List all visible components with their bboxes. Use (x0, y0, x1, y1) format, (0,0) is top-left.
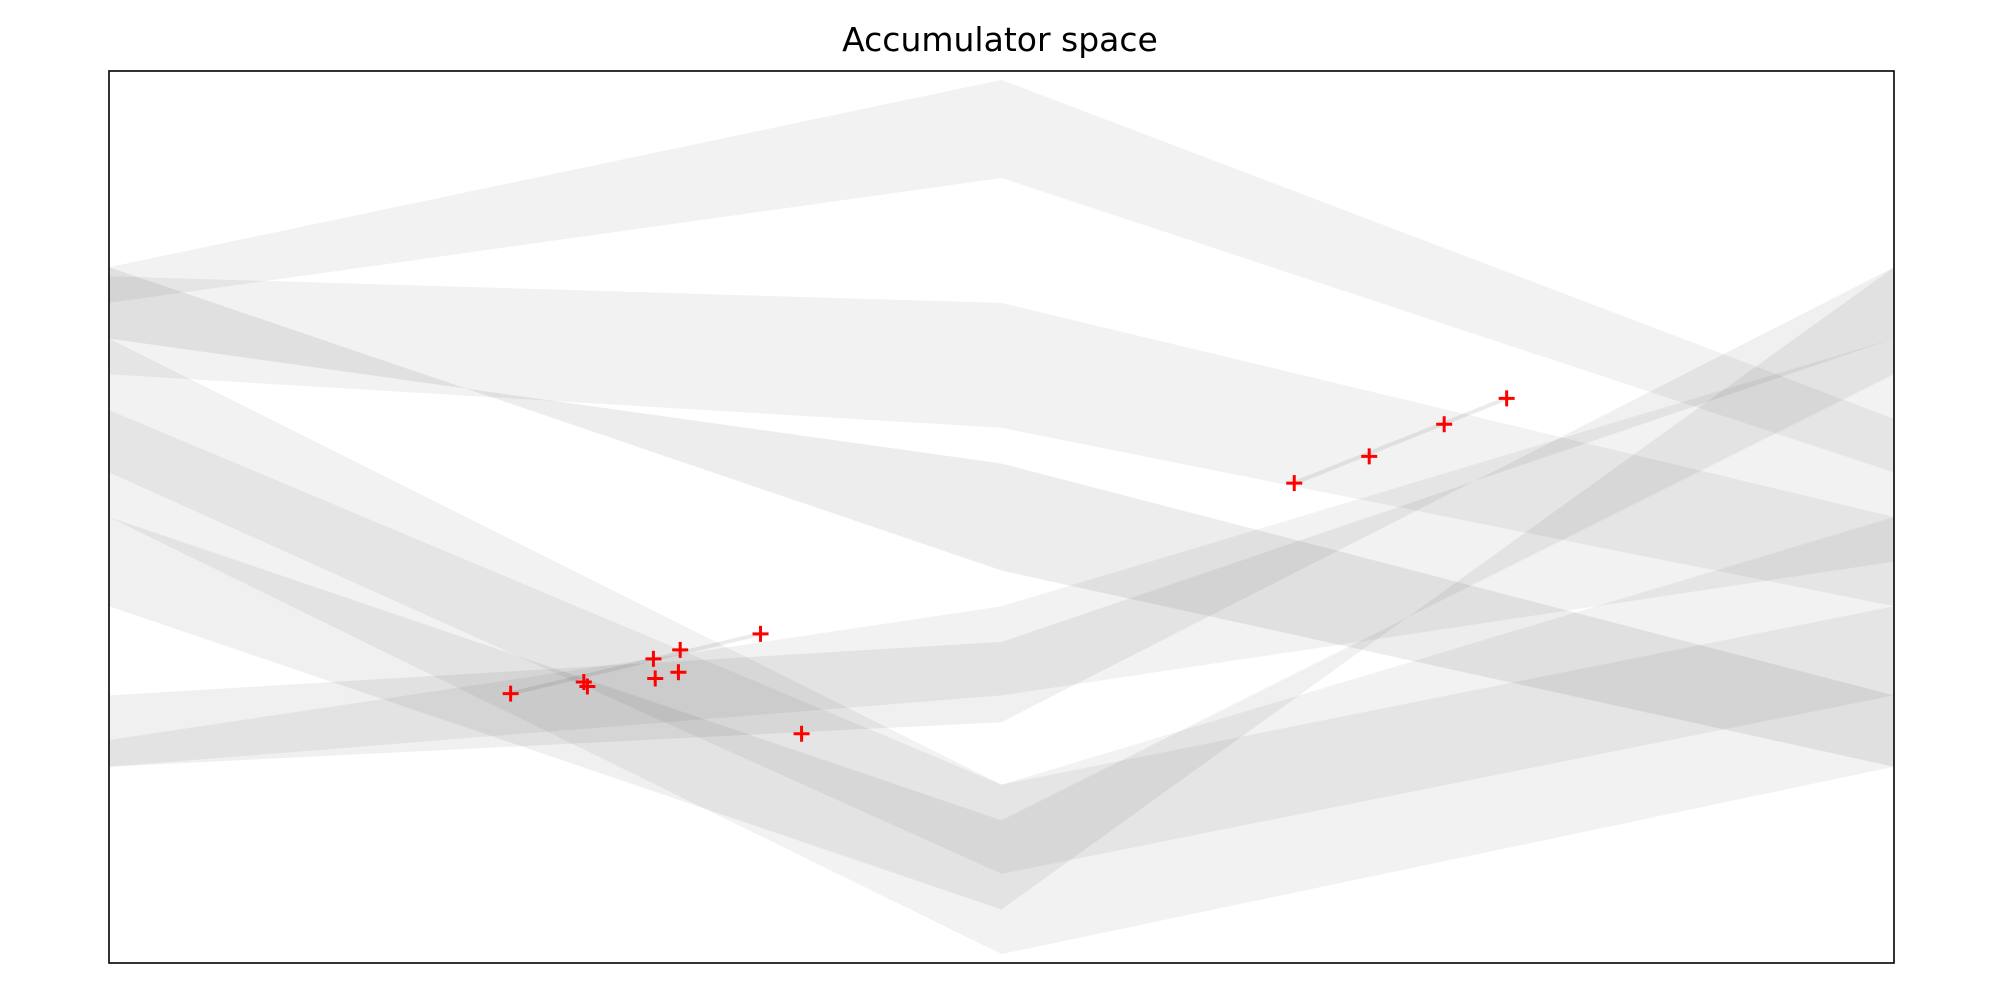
plot-frame (108, 70, 1895, 964)
peak-marker (1361, 448, 1378, 465)
chart-title: Accumulator space (842, 20, 1158, 59)
accumulator-band (109, 79, 1894, 473)
peak-marker (670, 664, 687, 681)
accumulator-band (109, 267, 1894, 910)
peak-markers (502, 390, 1515, 742)
peak-marker (579, 678, 596, 695)
peak-marker (672, 641, 689, 658)
accumulator-band (109, 338, 1894, 874)
peak-marker (502, 685, 519, 702)
accumulator-band (109, 410, 1894, 955)
accumulator-band (109, 338, 1894, 767)
accumulator-ridge (510, 631, 761, 696)
peak-marker (1498, 390, 1515, 407)
accumulator-bands (109, 79, 1894, 955)
accumulator-band (109, 267, 1894, 767)
accumulator-band (109, 276, 1894, 607)
accumulator-band (109, 267, 1894, 767)
peak-marker (645, 650, 662, 667)
plot-background (109, 71, 1894, 963)
peak-marker (752, 625, 769, 642)
peak-marker (1286, 475, 1303, 492)
peak-marker (793, 725, 810, 742)
peak-marker (647, 670, 664, 687)
peak-marker (1436, 416, 1453, 433)
accumulator-ridge (1293, 396, 1508, 485)
